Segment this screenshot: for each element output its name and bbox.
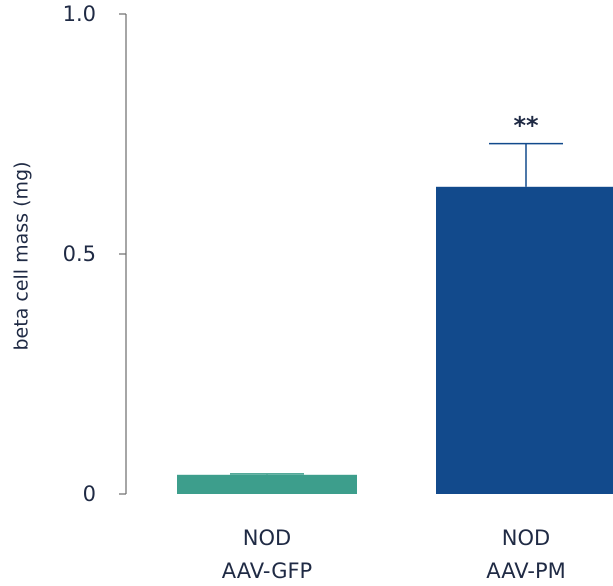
x-category-label-line1: NOD	[243, 526, 291, 550]
bar	[436, 186, 613, 495]
y-axis-ticks: 0 0.5 1.0	[63, 2, 126, 506]
x-axis-labels: NOD AAV-GFP NOD AAV-PM	[222, 526, 566, 583]
significance-marker: **	[513, 112, 539, 140]
y-tick-label: 0	[83, 482, 96, 506]
x-category-label-line1: NOD	[502, 526, 550, 550]
bars: **	[177, 112, 613, 495]
x-category-label-line2: AAV-GFP	[222, 559, 312, 583]
y-tick-label: 1.0	[63, 2, 96, 26]
bar	[177, 474, 357, 494]
y-axis-label: beta cell mass (mg)	[11, 162, 33, 351]
x-category-label-line2: AAV-PM	[486, 559, 565, 583]
y-tick-label: 0.5	[63, 242, 96, 266]
